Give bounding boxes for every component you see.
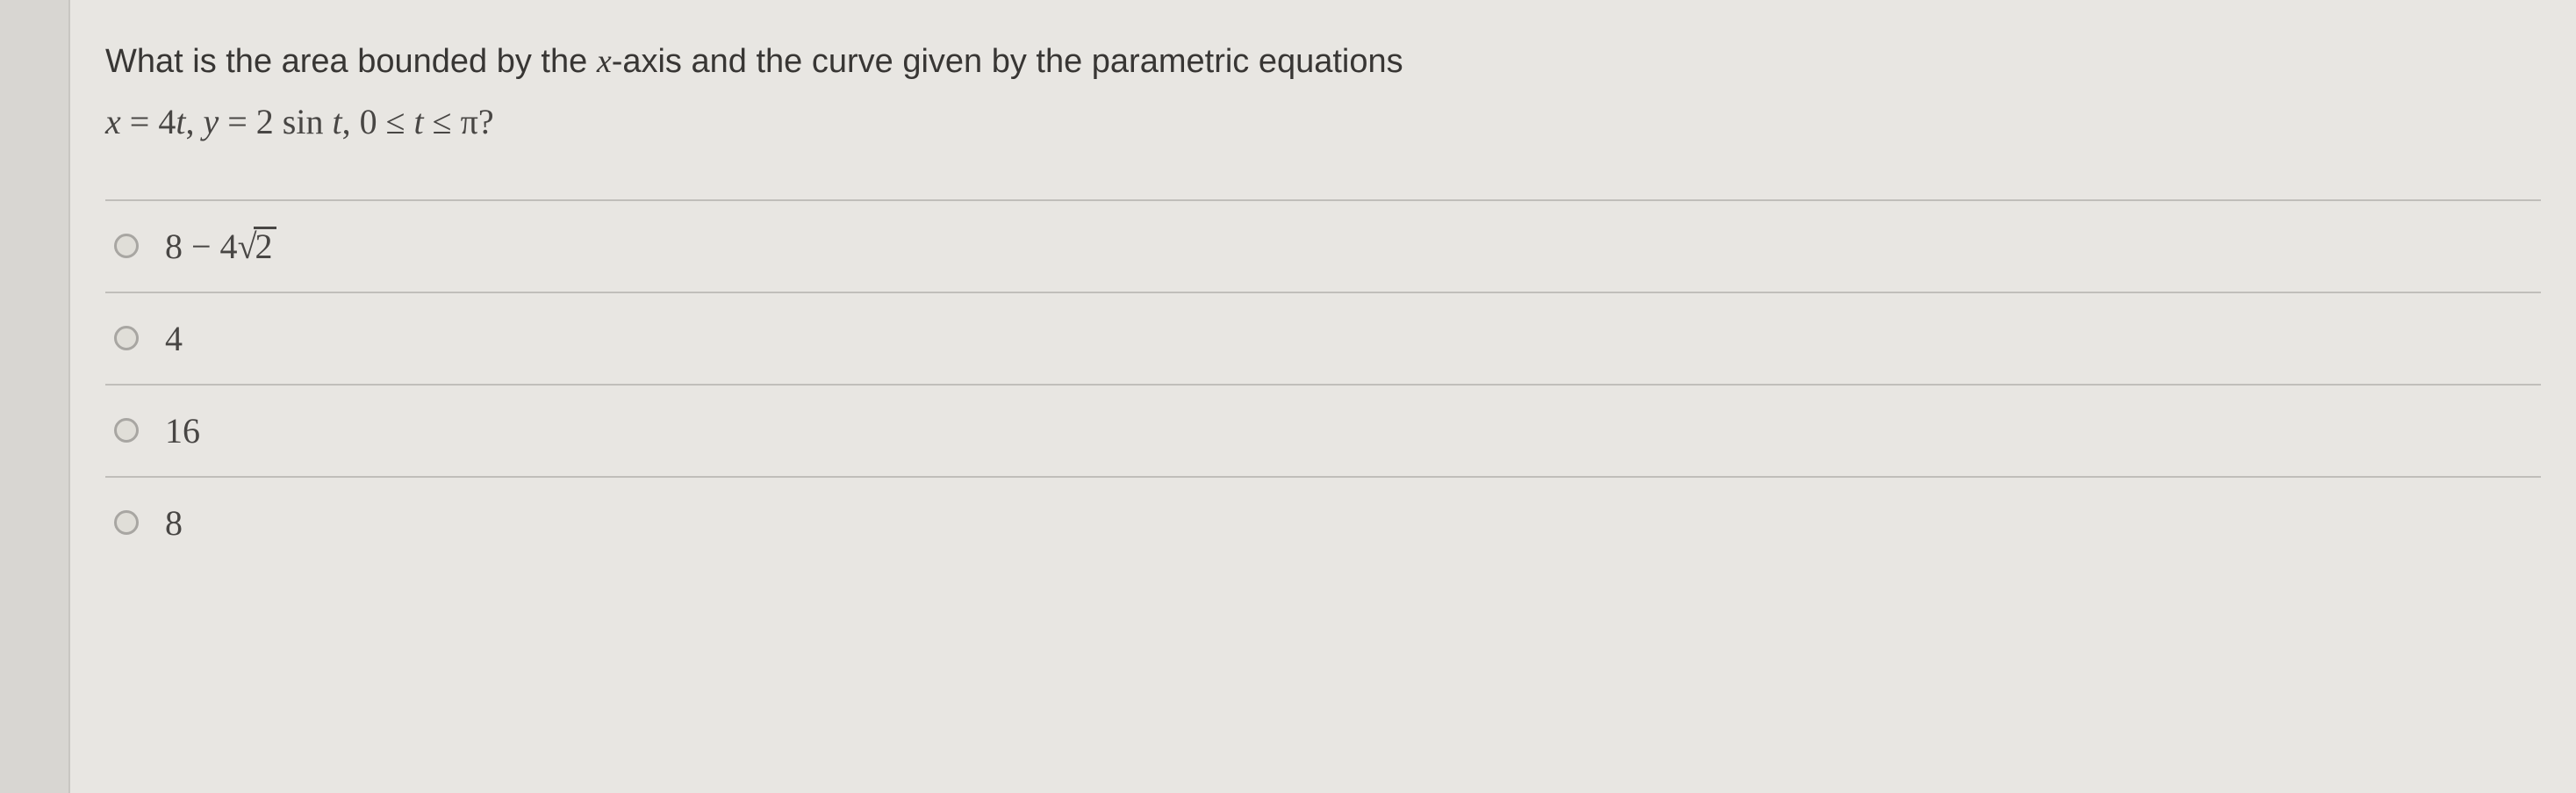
radio-button[interactable] (114, 326, 139, 350)
eq-text-2: = 2 sin (219, 102, 332, 141)
eq-text-1: = 4 (121, 102, 176, 141)
option-prefix: 4 (165, 319, 183, 358)
option-label: 16 (165, 410, 200, 451)
option-prefix: 8 − 4 (165, 227, 238, 266)
option-row[interactable]: 16 (105, 384, 2541, 476)
option-row[interactable]: 4 (105, 292, 2541, 384)
equation-line: x = 4t, y = 2 sin t, 0 ≤ t ≤ π? (105, 97, 2541, 147)
eq-comma-1: , (185, 102, 203, 141)
prompt-text-1: What is the area bounded by the (105, 43, 597, 80)
prompt-var-x: x (597, 43, 612, 80)
eq-var-t1: t (176, 102, 185, 141)
radio-button[interactable] (114, 510, 139, 535)
question-content: What is the area bounded by the x-axis a… (105, 35, 2541, 568)
eq-var-t2: t (332, 102, 341, 141)
option-row[interactable]: 8 (105, 476, 2541, 568)
eq-var-y: y (203, 102, 219, 141)
eq-var-x: x (105, 102, 121, 141)
option-prefix: 16 (165, 411, 200, 451)
eq-comma-2: , 0 ≤ (342, 102, 414, 141)
radio-button[interactable] (114, 418, 139, 443)
sqrt-arg: 2 (254, 227, 276, 264)
options-list: 8 − 4√2 4 16 8 (105, 199, 2541, 568)
option-label: 8 − 4√2 (165, 226, 276, 267)
option-label: 4 (165, 318, 183, 359)
radio-button[interactable] (114, 234, 139, 258)
sqrt-expression: √2 (238, 226, 276, 267)
option-prefix: 8 (165, 503, 183, 543)
eq-le-pi: ≤ π? (424, 102, 494, 141)
option-row[interactable]: 8 − 4√2 (105, 199, 2541, 292)
question-prompt: What is the area bounded by the x-axis a… (105, 35, 2541, 89)
left-margin-strip (0, 0, 70, 793)
prompt-text-2: -axis and the curve given by the paramet… (612, 43, 1403, 80)
option-label: 8 (165, 502, 183, 544)
eq-var-t3: t (414, 102, 424, 141)
